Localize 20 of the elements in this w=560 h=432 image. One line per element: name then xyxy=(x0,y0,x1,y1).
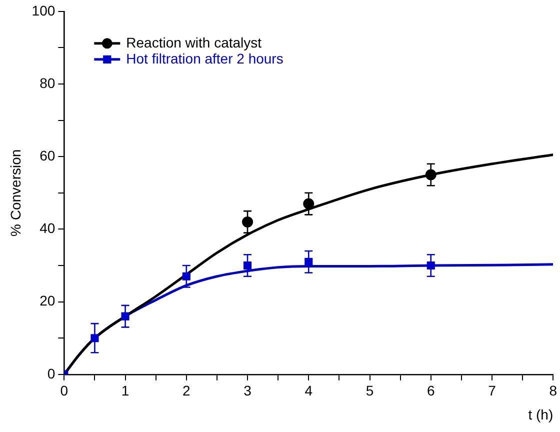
x-axis-title: t (h) xyxy=(528,406,554,422)
x-tick-label: 5 xyxy=(366,382,374,399)
y-tick-label: 60 xyxy=(40,147,56,164)
x-tick-label: 1 xyxy=(121,382,130,399)
y-tick-label: 80 xyxy=(40,74,56,91)
x-tick-label: 0 xyxy=(60,382,68,399)
legend-label: Hot filtration after 2 hours xyxy=(126,50,284,66)
x-tick-label: 2 xyxy=(182,382,190,399)
point xyxy=(242,216,254,228)
y-tick-label: 40 xyxy=(40,220,56,236)
y-axis-title: % Conversion xyxy=(7,149,24,236)
x-tick-label: 6 xyxy=(426,382,435,399)
y-tick-label: 0 xyxy=(47,365,56,382)
x-tick-label: 8 xyxy=(549,382,558,399)
x-tick-label: 3 xyxy=(244,382,252,399)
y-tick-label: 100 xyxy=(32,2,56,18)
x-tick-label: 7 xyxy=(488,382,496,399)
legend-label: Reaction with catalyst xyxy=(126,34,262,50)
x-tick-label: 4 xyxy=(304,382,313,399)
y-tick-label: 20 xyxy=(40,292,56,309)
